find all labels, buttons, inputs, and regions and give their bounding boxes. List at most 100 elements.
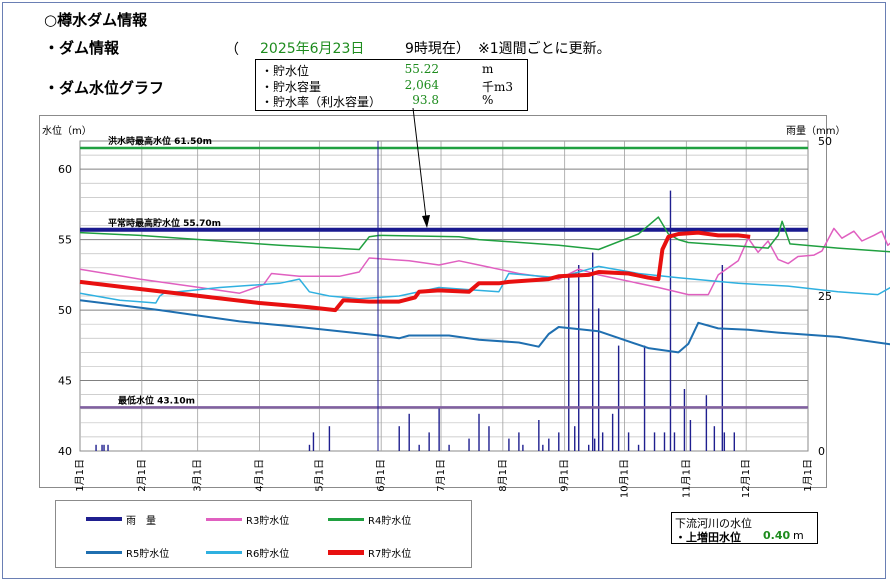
rain-bar <box>617 345 620 451</box>
series-line <box>79 230 751 313</box>
series-line <box>79 299 890 354</box>
rain-bar <box>713 426 716 451</box>
rain-bar <box>558 432 560 451</box>
dam-info-label: ・ダム情報 <box>44 39 120 57</box>
rain-bar <box>597 308 600 451</box>
rain-bar <box>663 432 666 451</box>
reference-lines: 洪水時最高水位 61.50m 平常時最高貯水位 55.70m 最低水位 43.10m <box>80 135 808 409</box>
reference-line-label: 平常時最高貯水位 55.70m <box>108 217 221 229</box>
info-pointer-line <box>412 107 428 227</box>
x-tick-label: 1月1日 <box>802 459 814 492</box>
rain-bar <box>733 432 736 451</box>
rain-bar <box>101 444 103 451</box>
chart-area <box>39 115 827 488</box>
legend-r4: R4貯水位 <box>328 512 411 527</box>
reference-line-label: 洪水時最高水位 61.50m <box>108 135 212 147</box>
chart-axes: 40 45 50 55 60 0 25 50 1月1日 2月1日 3月1日 4月1日 5月1日 6月1日 7… <box>58 135 832 498</box>
rain-bar <box>488 426 490 451</box>
rain-bar <box>518 432 520 451</box>
x-tick-label: 6月1日 <box>375 459 387 492</box>
info-unit: m <box>482 62 494 76</box>
info-label: ・貯水容量 <box>261 80 322 94</box>
legend-label: R7貯水位 <box>368 548 412 560</box>
rain-bar <box>508 438 510 451</box>
rain-bar <box>683 389 686 451</box>
y-tick-label: 45 <box>58 375 72 388</box>
rain-bar <box>637 444 640 451</box>
rain-bar <box>438 407 440 451</box>
x-tick-label: 12月1日 <box>740 459 752 498</box>
rain-bar <box>574 426 576 451</box>
rain-bar <box>643 345 646 451</box>
river-title: 下流河川の水位 <box>675 517 752 530</box>
info-date: 2025年6月23日 <box>260 41 365 57</box>
y-tick-label: 60 <box>58 163 72 176</box>
rain-bar <box>95 444 97 451</box>
info-value: 93.8 <box>412 93 439 107</box>
series-line <box>79 227 890 296</box>
x-tick-label: 5月1日 <box>313 459 325 492</box>
dam-info-box: ・貯水位 55.22 m ・貯水容量 2,064 千m3 ・貯水率（利水容量） … <box>255 59 528 111</box>
rain-bar <box>428 432 430 451</box>
river-station: ・上増田水位 <box>675 531 741 544</box>
y-right-tick-label: 25 <box>818 290 832 303</box>
rain-bar <box>601 432 604 451</box>
rain-bar <box>705 395 708 451</box>
info-time: 9時現在） <box>405 41 470 57</box>
rain-bar <box>548 438 550 451</box>
rain-bar <box>478 413 480 451</box>
rain-bar <box>538 420 540 451</box>
rain-bar <box>448 444 450 451</box>
rain-bars <box>95 190 736 451</box>
x-tick-label: 10月1日 <box>619 459 631 498</box>
graph-label: ・ダム水位グラフ <box>44 79 165 97</box>
page-title: ○樽水ダム情報 <box>44 11 148 29</box>
x-tick-label: 2月1日 <box>136 459 148 492</box>
rain-bar <box>611 413 614 451</box>
info-value: 2,064 <box>404 78 439 92</box>
legend-r6: R6貯水位 <box>206 545 290 560</box>
info-unit: % <box>482 93 494 107</box>
legend-label: R6貯水位 <box>246 548 290 560</box>
y-axis-left-label: 水位（m） <box>42 124 92 137</box>
rain-bar <box>568 277 570 451</box>
river-value: 0.40 <box>763 529 791 542</box>
rain-bar <box>689 420 692 451</box>
info-row-level: ・貯水位 55.22 m <box>256 62 527 78</box>
x-tick-label: 9月1日 <box>559 459 571 492</box>
x-tick-label: 4月1日 <box>254 459 266 492</box>
y-right-tick-label: 0 <box>818 445 825 458</box>
legend-rain: 雨 量 <box>86 512 156 527</box>
rain-bar <box>398 426 400 451</box>
y-axis-right-label: 雨量（mm） <box>786 125 845 137</box>
rain-bar <box>673 432 676 451</box>
river-level-box: 下流河川の水位 ・上増田水位 0.40 m <box>671 512 818 544</box>
info-unit: 千m3 <box>482 80 514 94</box>
rain-bar <box>308 444 311 451</box>
y-tick-label: 50 <box>58 304 72 317</box>
y-tick-label: 40 <box>58 445 72 458</box>
x-tick-label: 1月1日 <box>74 459 86 492</box>
rain-bar <box>721 265 724 451</box>
rain-bar <box>468 438 470 451</box>
update-note: ※1週間ごとに更新。 <box>478 41 611 57</box>
rain-bar <box>328 426 331 451</box>
info-row-volume: ・貯水容量 2,064 千m3 <box>256 78 527 94</box>
series-line <box>79 265 890 304</box>
info-label: ・貯水位 <box>261 64 310 78</box>
series-line <box>79 216 890 253</box>
legend-label: R3貯水位 <box>246 515 290 527</box>
legend-r7: R7貯水位 <box>328 545 412 560</box>
chart-legend: 雨 量 R3貯水位 R4貯水位 R5貯水位 R6貯水位 R7貯水位 <box>55 500 472 568</box>
legend-r3: R3貯水位 <box>206 512 290 527</box>
open-paren: （ <box>225 42 239 58</box>
legend-label: 雨 量 <box>126 515 156 527</box>
rain-bar <box>522 444 524 451</box>
rain-bar <box>578 265 580 451</box>
rain-bar <box>591 252 594 451</box>
x-tick-label: 8月1日 <box>497 459 509 492</box>
rain-bar <box>723 432 726 451</box>
legend-r5: R5貯水位 <box>86 545 169 560</box>
rain-bar <box>312 432 315 451</box>
